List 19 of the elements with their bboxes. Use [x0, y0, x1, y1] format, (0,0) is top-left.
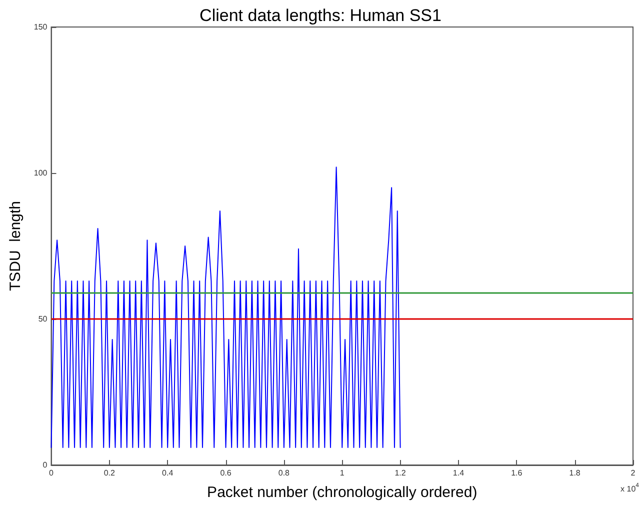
line-series [50, 166, 401, 448]
x-tick-label: 0.6 [220, 468, 232, 478]
x-tick-label: 0 [49, 468, 54, 478]
y-axis-title: TSDU length [7, 200, 24, 292]
x-tick-label: 2 [630, 468, 636, 478]
x-tick-label: 1.2 [394, 468, 406, 478]
x-tick-label: 1.6 [511, 468, 523, 478]
x-tick-label: 1.4 [452, 468, 465, 478]
x-tick-label: 1.8 [569, 468, 581, 478]
y-tick-label: 50 [38, 314, 48, 324]
y-tick-label: 150 [34, 22, 48, 32]
x-tick-label: 0.2 [104, 468, 116, 478]
x-axis-title: Packet number (chronologically ordered) [207, 484, 478, 501]
y-tick-label: 0 [42, 460, 48, 470]
x-tick-label: 0.8 [278, 468, 290, 478]
x-tick-label: 1 [340, 468, 345, 478]
chart-title: Client data lengths: Human SS1 [200, 6, 442, 25]
x-tick-label: 0.4 [162, 468, 174, 478]
y-tick-label: 100 [34, 168, 48, 178]
